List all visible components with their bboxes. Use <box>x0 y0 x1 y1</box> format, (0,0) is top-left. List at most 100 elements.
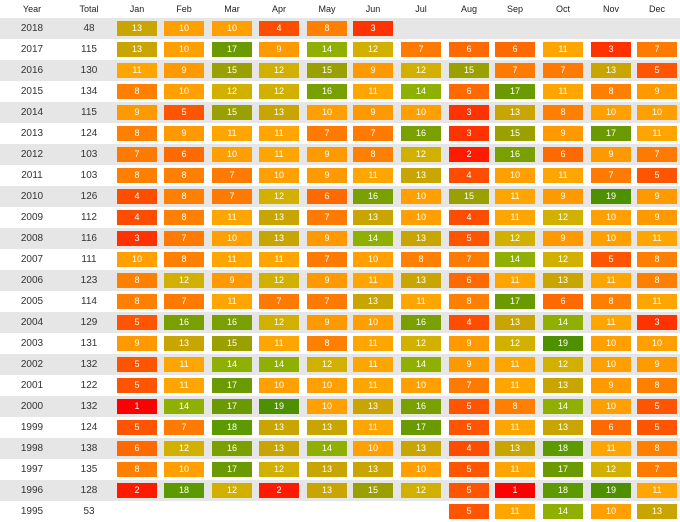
month-cell: 8 <box>495 399 535 414</box>
monthly-counts-grid: Year Total Jan Feb Mar Apr May Jun Jul Aug Sep Oct N… <box>0 4 680 519</box>
month-cell: 11 <box>353 168 393 183</box>
month-cell: 12 <box>401 63 441 78</box>
month-cell: 14 <box>353 231 393 246</box>
month-cell: 5 <box>449 483 489 498</box>
month-cell: 3 <box>591 42 631 57</box>
month-cell: 10 <box>495 168 535 183</box>
month-cell: 8 <box>117 462 157 477</box>
month-cell: 14 <box>495 252 535 267</box>
month-cell: 16 <box>212 441 252 456</box>
month-cell: 11 <box>353 336 393 351</box>
month-cell: 12 <box>353 42 393 57</box>
year-label: 2014 <box>20 107 44 118</box>
month-cell: 12 <box>259 189 299 204</box>
month-cell: 11 <box>495 420 535 435</box>
month-cell: 16 <box>401 126 441 141</box>
month-cell: 9 <box>591 147 631 162</box>
column-header-jan: Jan <box>129 4 145 14</box>
month-cell: 11 <box>591 441 631 456</box>
month-cell: 8 <box>164 168 204 183</box>
month-cell: 9 <box>259 42 299 57</box>
month-cell: 9 <box>543 126 583 141</box>
month-cell: 7 <box>307 126 347 141</box>
month-cell: 14 <box>401 357 441 372</box>
month-cell: 10 <box>353 252 393 267</box>
month-cell: 10 <box>591 357 631 372</box>
month-cell: 13 <box>495 105 535 120</box>
month-cell: 14 <box>401 84 441 99</box>
month-cell: 6 <box>449 42 489 57</box>
month-cell: 17 <box>401 420 441 435</box>
total-value: 122 <box>80 380 98 391</box>
month-cell: 6 <box>543 147 583 162</box>
month-cell: 13 <box>353 210 393 225</box>
column-header-apr: Apr <box>271 4 286 14</box>
month-cell: 15 <box>212 105 252 120</box>
month-cell: 7 <box>449 252 489 267</box>
month-cell: 11 <box>259 252 299 267</box>
column-header-aug: Aug <box>460 4 477 14</box>
month-cell: 5 <box>449 231 489 246</box>
month-cell: 5 <box>637 399 677 414</box>
month-cell: 11 <box>353 273 393 288</box>
year-label: 1997 <box>20 464 44 475</box>
month-cell: 12 <box>495 231 535 246</box>
month-cell: 12 <box>212 84 252 99</box>
month-cell: 13 <box>164 336 204 351</box>
total-value: 132 <box>80 359 98 370</box>
column-header-year: Year <box>22 4 42 14</box>
month-cell: 11 <box>495 378 535 393</box>
total-value: 112 <box>81 212 97 223</box>
month-cell: 8 <box>637 273 677 288</box>
month-cell: 11 <box>543 84 583 99</box>
month-cell: 11 <box>212 126 252 141</box>
total-value: 129 <box>80 317 98 328</box>
month-cell: 11 <box>401 294 441 309</box>
month-cell: 10 <box>307 399 347 414</box>
month-cell: 16 <box>164 315 204 330</box>
month-cell: 9 <box>307 273 347 288</box>
month-cell: 9 <box>637 357 677 372</box>
month-cell: 10 <box>591 105 631 120</box>
month-cell: 17 <box>212 42 252 57</box>
month-cell: 10 <box>212 231 252 246</box>
month-cell: 16 <box>353 189 393 204</box>
month-cell: 8 <box>117 168 157 183</box>
month-cell: 9 <box>307 147 347 162</box>
total-value: 135 <box>80 464 98 475</box>
month-cell: 15 <box>212 63 252 78</box>
year-label: 2018 <box>20 23 44 34</box>
month-cell: 13 <box>543 273 583 288</box>
month-cell: 18 <box>212 420 252 435</box>
month-cell: 10 <box>259 378 299 393</box>
total-value: 124 <box>80 128 98 139</box>
month-cell: 11 <box>212 252 252 267</box>
month-cell: 8 <box>117 126 157 141</box>
month-cell: 10 <box>401 210 441 225</box>
month-cell: 11 <box>495 189 535 204</box>
column-header-total: Total <box>79 4 99 14</box>
month-cell: 17 <box>212 462 252 477</box>
year-label: 2002 <box>20 359 44 370</box>
month-cell: 9 <box>307 231 347 246</box>
month-cell: 12 <box>259 273 299 288</box>
month-cell: 3 <box>637 315 677 330</box>
month-cell: 11 <box>164 357 204 372</box>
month-cell: 16 <box>495 147 535 162</box>
month-cell: 2 <box>259 483 299 498</box>
month-cell: 9 <box>117 105 157 120</box>
month-cell: 13 <box>259 420 299 435</box>
month-cell: 9 <box>591 378 631 393</box>
month-cell: 13 <box>259 441 299 456</box>
month-cell: 13 <box>401 273 441 288</box>
month-cell: 13 <box>259 210 299 225</box>
month-cell: 9 <box>637 189 677 204</box>
month-cell: 7 <box>401 42 441 57</box>
month-cell: 14 <box>307 42 347 57</box>
month-cell: 6 <box>449 84 489 99</box>
month-cell: 13 <box>353 399 393 414</box>
total-value: 111 <box>81 254 97 265</box>
month-cell: 11 <box>353 420 393 435</box>
month-cell: 10 <box>637 336 677 351</box>
month-cell: 12 <box>591 462 631 477</box>
